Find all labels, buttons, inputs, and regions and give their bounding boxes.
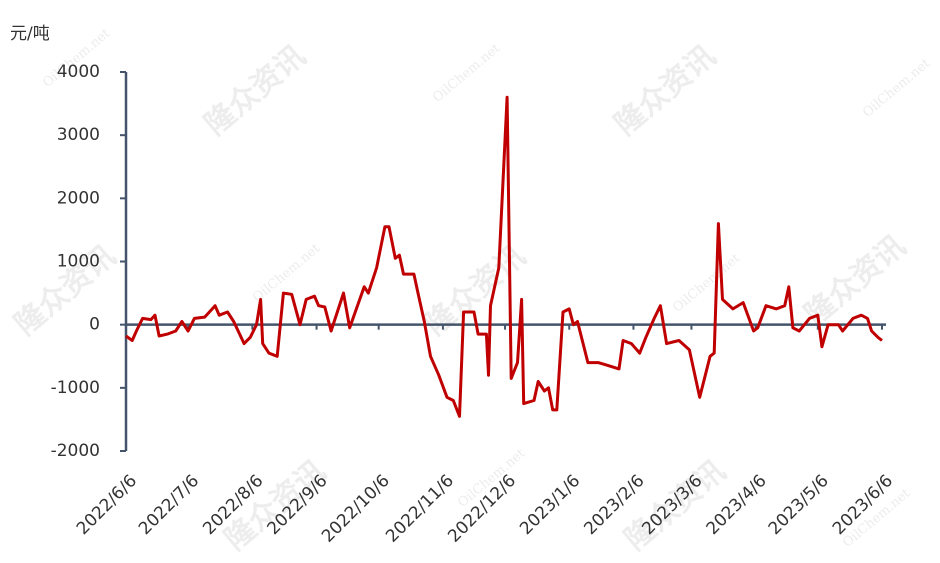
watermarks: 隆众资讯 隆众资讯 隆众资讯 隆众资讯 隆众资讯 隆众资讯 隆众资讯 OilCh… [8,26,934,558]
series-line [125,95,883,418]
watermark: 隆众资讯 [608,39,722,143]
watermark: OilChem.net [860,56,934,121]
x-tick-label: 2023/5/6 [765,471,833,539]
watermark: OilChem.net [670,251,744,316]
y-tick-label: 3000 [57,125,100,145]
x-tick-label: 2023/1/6 [516,471,584,539]
y-tick-label: -2000 [51,441,100,461]
y-unit: 元/吨 [10,24,50,44]
y-tick-label: 2000 [57,188,100,208]
x-tick-label: 2022/7/6 [135,471,203,539]
y-tick-label: 4000 [57,62,100,82]
x-tick-label: 2022/6/6 [73,471,141,539]
y-tick-label: -1000 [51,378,100,398]
y-tick-label: 1000 [57,252,100,272]
watermark: OilChem.net [430,41,504,106]
watermark: 隆众资讯 [198,39,312,143]
y-tick-label: 0 [89,315,100,335]
